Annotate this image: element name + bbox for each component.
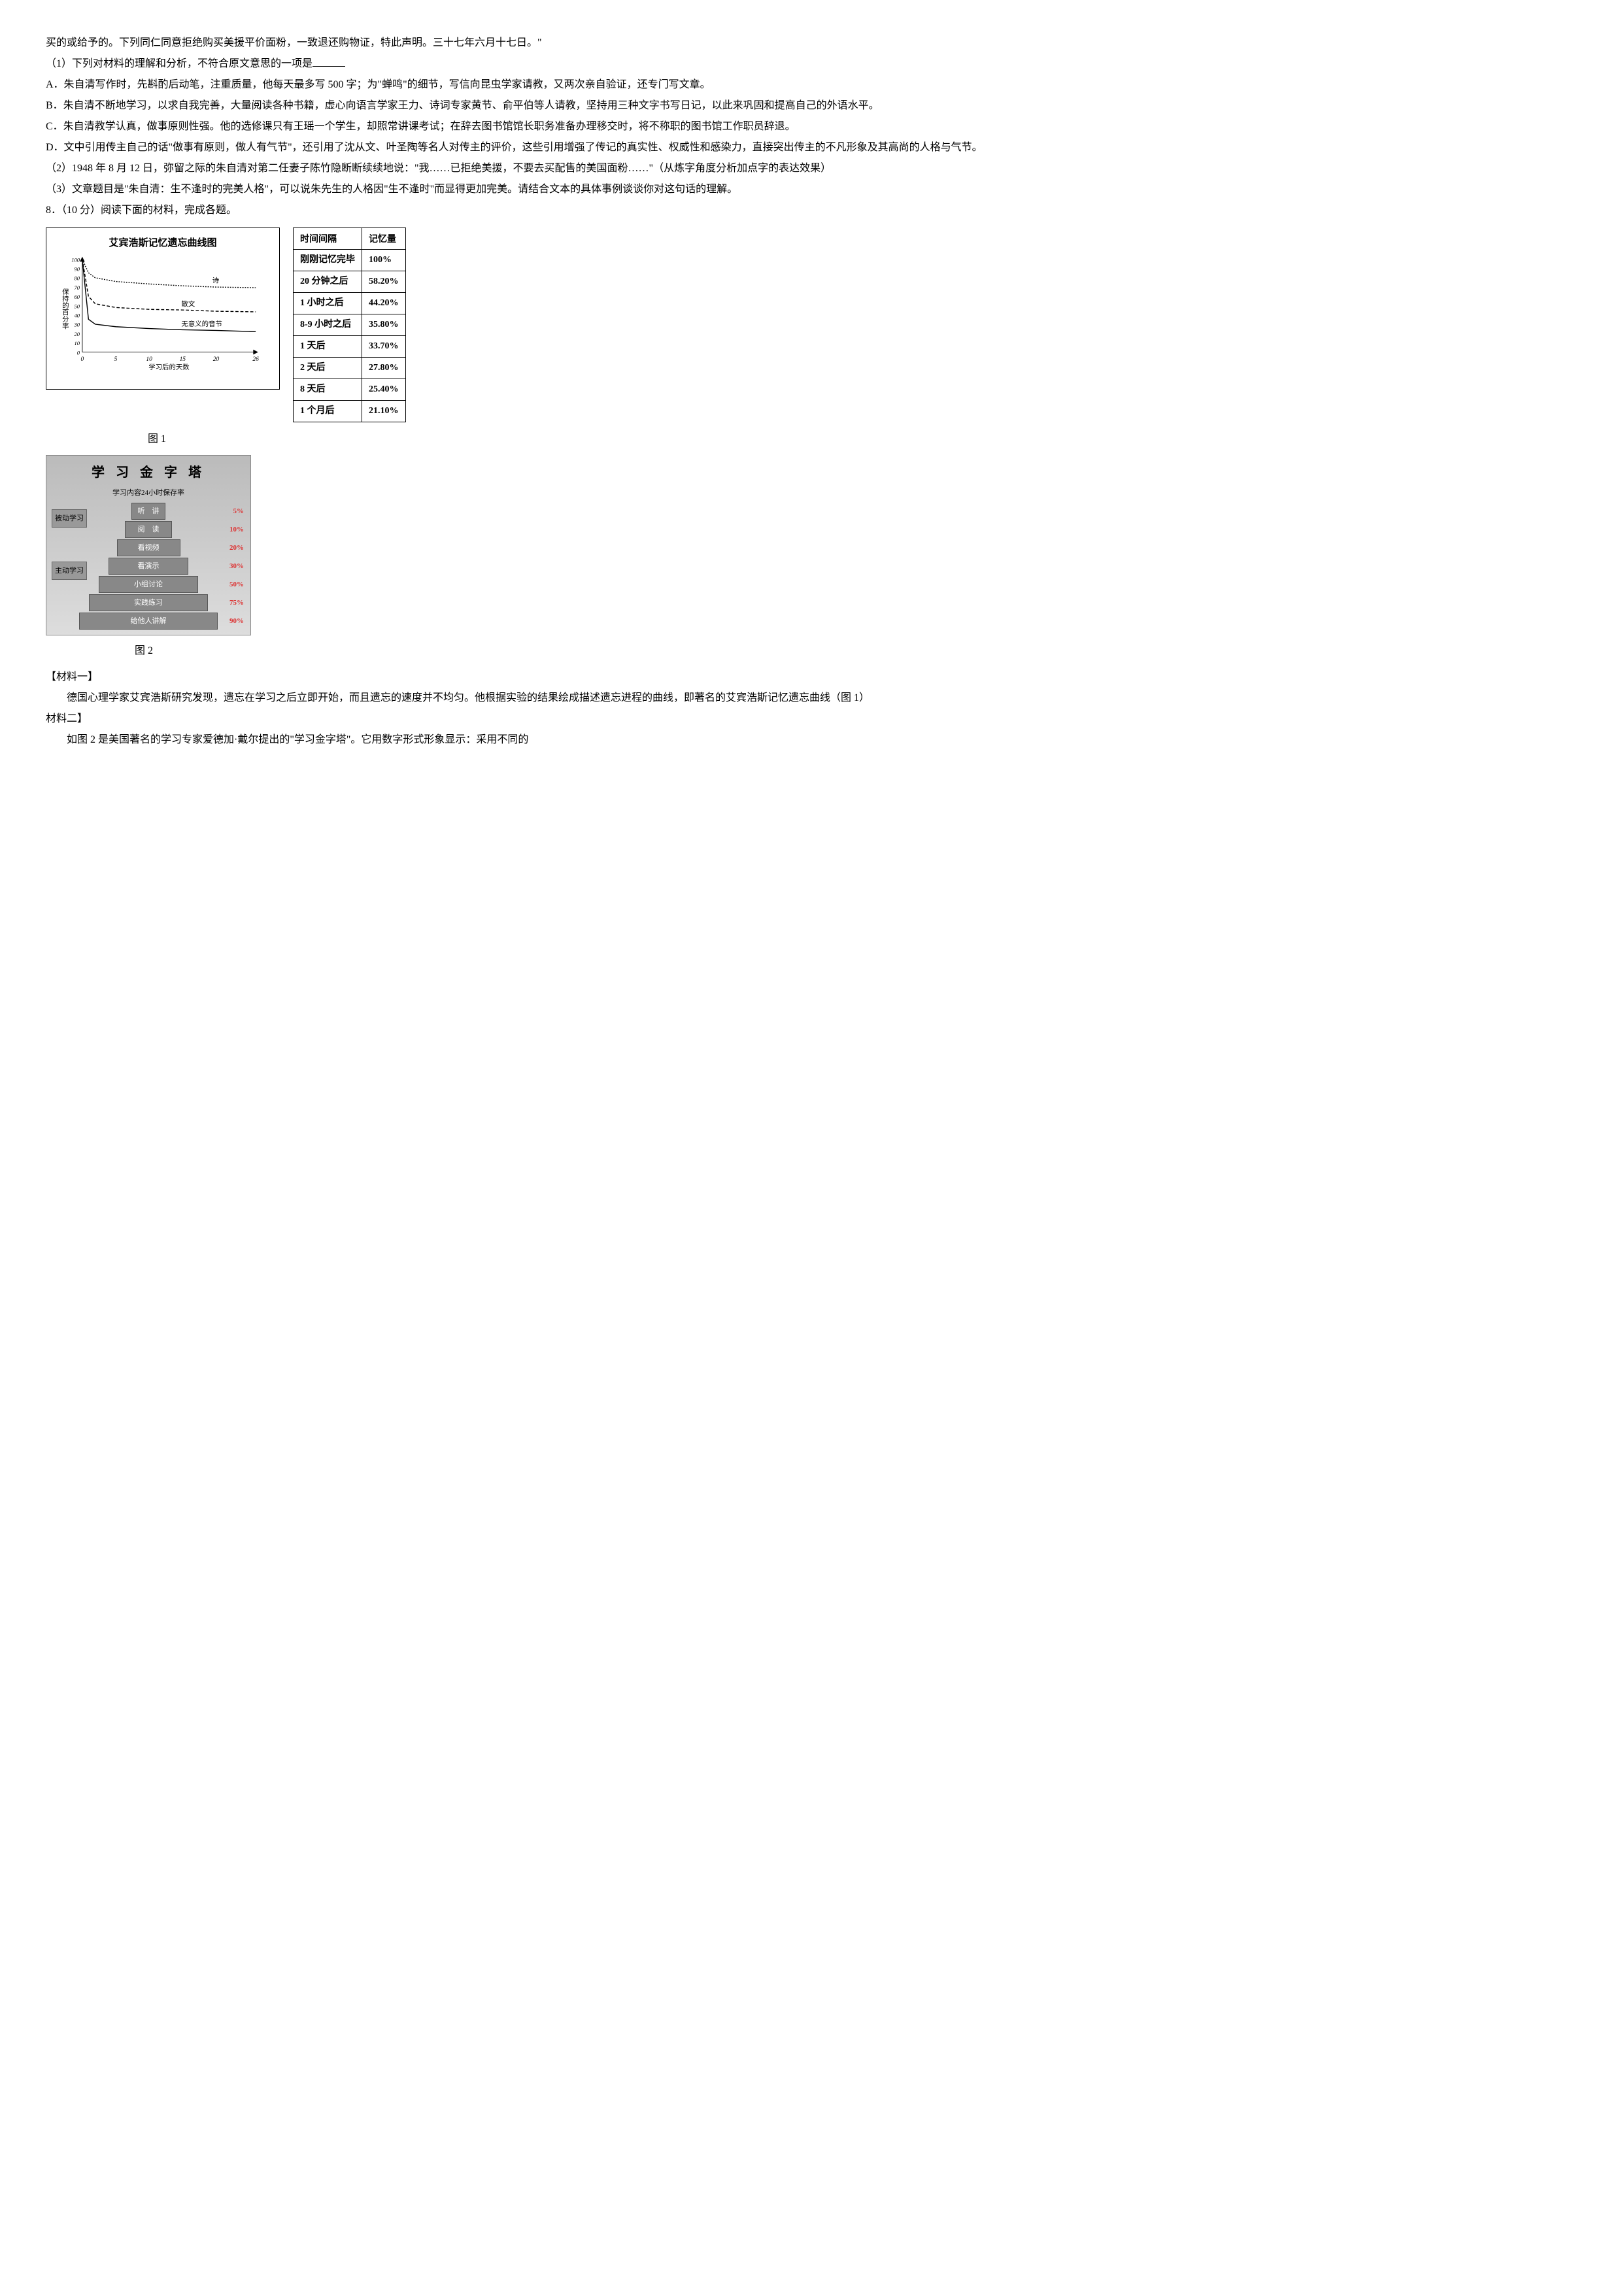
table-row: 2 天后27.80% [294,358,406,379]
pyramid-title: 学 习 金 字 塔 [50,460,246,486]
chart1-title: 艾宾浩斯记忆遗忘曲线图 [52,233,274,253]
material1-body: 德国心理学家艾宾浩斯研究发现，遗忘在学习之后立即开始，而且遗忘的速度并不均匀。他… [46,688,1578,709]
chart1-svg: 100 90 80 70 60 50 40 30 20 10 0 保持的百分率 … [52,253,274,371]
pyr-row: 给他人讲解90% [50,613,246,630]
fig1-caption: 图 1 [46,429,268,450]
pyr-row: 实践练习75% [50,594,246,611]
svg-text:80: 80 [75,275,80,282]
q3-text: （3）文章题目是"朱自清：生不逢时的完美人格"，可以说朱先生的人格因"生不逢时"… [46,179,1578,200]
svg-text:40: 40 [75,312,80,319]
option-c: C．朱自清教学认真，做事原则性强。他的选修课只有王瑶一个学生，却照常讲课考试；在… [46,116,1578,137]
q8-header: 8．（10 分）阅读下面的材料，完成各题。 [46,200,1578,221]
ebbinghaus-chart: 艾宾浩斯记忆遗忘曲线图 100 90 80 70 60 50 40 30 20 … [46,228,280,390]
pyr-row: 阅 读10% [50,521,246,538]
intro-line: 买的或给予的。下列同仁同意拒绝购买美援平价面粉，一致退还购物证，特此声明。三十七… [46,33,1578,54]
learning-pyramid: 学 习 金 字 塔 学习内容24小时保存率 被动学习 主动学习 听 讲5% 阅 … [46,455,251,635]
svg-text:诗: 诗 [212,276,219,284]
fig2-caption: 图 2 [46,641,242,662]
svg-text:20: 20 [213,356,220,363]
svg-text:散文: 散文 [181,299,195,308]
table-row: 20 分钟之后58.20% [294,271,406,293]
table-row: 1 小时之后44.20% [294,293,406,314]
material2-body: 如图 2 是美国著名的学习专家爱德加·戴尔提出的"学习金字塔"。它用数字形式形象… [46,730,1578,751]
svg-text:60: 60 [75,294,80,300]
svg-text:30: 30 [74,322,80,328]
material1-label: 【材料一】 [46,667,1578,688]
pyr-row: 小组讨论50% [50,576,246,593]
material2-label: 材料二】 [46,709,1578,730]
q2-text: （2）1948 年 8 月 12 日，弥留之际的朱自清对第二任妻子陈竹隐断断续续… [46,158,1578,179]
pyr-row: 看视频20% [50,539,246,556]
th-interval: 时间间隔 [294,228,362,250]
memory-table: 时间间隔 记忆量 刚刚记忆完毕100% 20 分钟之后58.20% 1 小时之后… [293,228,406,422]
table-row: 1 天后33.70% [294,336,406,358]
th-amount: 记忆量 [362,228,406,250]
svg-text:5: 5 [114,356,118,363]
svg-text:20: 20 [75,331,80,337]
svg-text:70: 70 [75,284,80,291]
pyr-row: 听 讲5% [50,503,246,520]
table-row: 8-9 小时之后35.80% [294,314,406,336]
option-d: D．文中引用传主自己的话"做事有原则，做人有气节"，还引用了沈从文、叶圣陶等名人… [46,137,1578,158]
chart1-xlabel: 学习后的天数 [148,363,190,371]
svg-text:10: 10 [146,356,152,363]
svg-text:10: 10 [75,340,80,346]
svg-text:100: 100 [71,256,80,263]
q1-stem: （1）下列对材料的理解和分析，不符合原文意思的一项是 [46,54,1578,75]
table-header-row: 时间间隔 记忆量 [294,228,406,250]
blank-underline [313,56,345,67]
table-row: 8 天后25.40% [294,379,406,401]
table-row: 刚刚记忆完毕100% [294,250,406,271]
pyr-row: 看演示30% [50,558,246,575]
svg-text:26: 26 [252,356,259,363]
table-row: 1 个月后21.10% [294,401,406,422]
svg-text:无意义的音节: 无意义的音节 [181,320,222,328]
svg-text:0: 0 [80,356,84,363]
option-a: A．朱自清写作时，先斟酌后动笔，注重质量，他每天最多写 500 字；为"蝉鸣"的… [46,75,1578,95]
svg-text:0: 0 [77,349,80,356]
q1-stem-text: （1）下列对材料的理解和分析，不符合原文意思的一项是 [46,58,313,69]
pyramid-subtitle: 学习内容24小时保存率 [50,486,246,500]
chart1-ylabel: 保持的百分率 [61,288,69,329]
option-b: B．朱自清不断地学习，以求自我完善，大量阅读各种书籍，虚心向语言学家王力、诗词专… [46,95,1578,116]
svg-text:15: 15 [180,356,186,363]
svg-text:90: 90 [75,265,80,272]
figure1-row: 艾宾浩斯记忆遗忘曲线图 100 90 80 70 60 50 40 30 20 … [46,228,1578,422]
svg-text:50: 50 [75,303,80,309]
